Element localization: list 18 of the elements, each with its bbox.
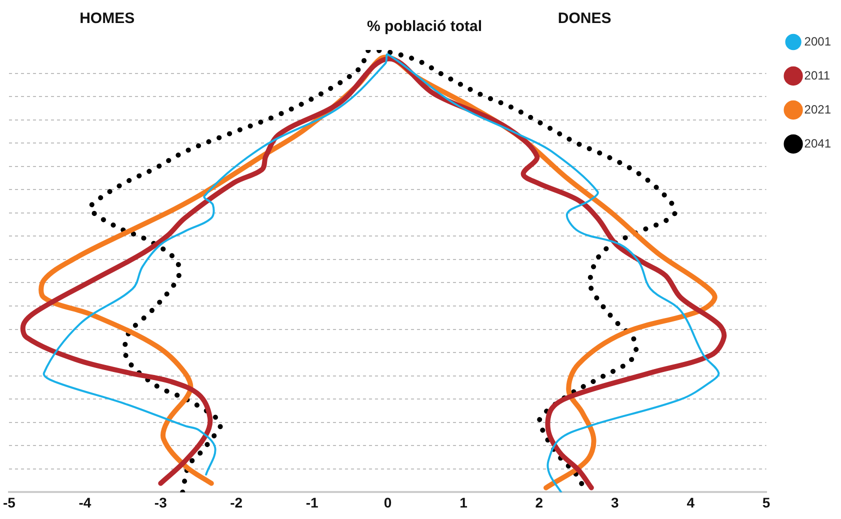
- x-tick-label: -1: [306, 494, 318, 510]
- x-tick-label: 2: [535, 494, 544, 510]
- x-tick-label: -3: [154, 494, 168, 510]
- x-tick-label: -4: [78, 494, 92, 510]
- x-tick-label: 5: [762, 494, 770, 510]
- x-tick-label: -5: [3, 494, 16, 510]
- x-tick-label: 1: [460, 494, 468, 510]
- legend-label: 2001: [804, 34, 832, 48]
- x-tick-label: -2: [230, 494, 243, 510]
- text: DONES: [558, 10, 612, 27]
- x-tick-label: 4: [686, 494, 695, 510]
- legend-label: 2041: [804, 136, 832, 150]
- legend-label: 2011: [804, 68, 830, 82]
- legend-label: 2021: [804, 102, 832, 116]
- chart-title: % població total: [366, 18, 482, 36]
- text: HOMES: [80, 10, 135, 27]
- x-tick-label: 3: [610, 494, 619, 510]
- x-tick-label: 0: [384, 494, 392, 510]
